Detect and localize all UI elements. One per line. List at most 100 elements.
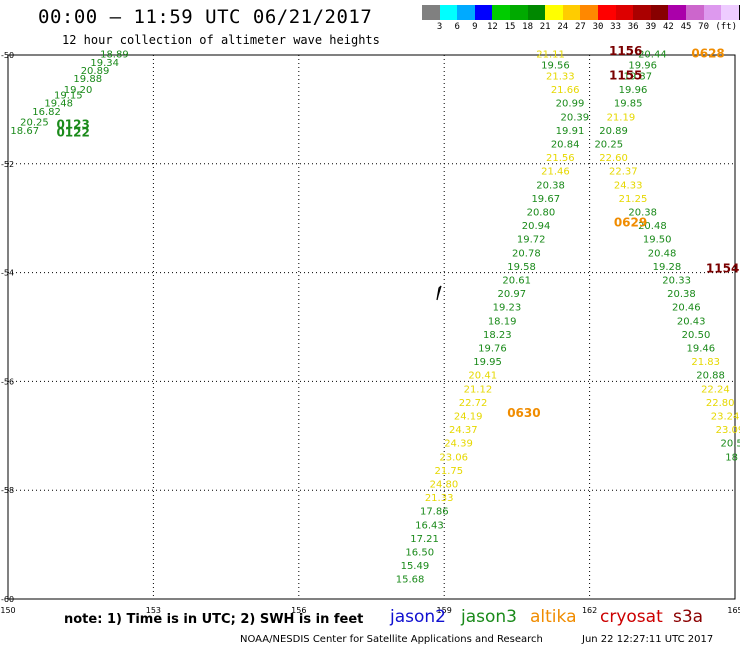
colorbar-swatch: [738, 5, 740, 20]
colorbar-swatch: [615, 5, 634, 20]
wave-height-value: 19.96: [619, 85, 648, 96]
wave-height-value: 20.43: [677, 316, 706, 327]
colorbar-swatch: [474, 5, 493, 20]
wave-height-value: 22.60: [599, 153, 628, 164]
colorbar-swatch: [668, 5, 686, 20]
wave-height-value: 19.20: [64, 85, 93, 96]
wave-height-value: 19.85: [614, 99, 643, 110]
lat-tick-label: -60: [1, 595, 14, 604]
wave-height-value: 16.50: [405, 547, 434, 558]
wave-height-value: 20.89: [81, 66, 110, 77]
wave-height-value: 19.46: [687, 343, 716, 354]
wave-height-value: 19.95: [473, 357, 502, 368]
colorbar-swatch: [597, 5, 616, 20]
colorbar: [422, 5, 740, 20]
map-subtitle: 12 hour collection of altimeter wave hei…: [62, 33, 380, 47]
colorbar-unit: (ft): [715, 22, 738, 32]
wave-height-value: 21.56: [546, 153, 575, 164]
colorbar-label: 36: [627, 22, 639, 32]
wave-height-value: 21.83: [691, 357, 720, 368]
wave-height-value: 20.89: [599, 126, 628, 137]
pass-time-label: 1156: [609, 44, 642, 58]
wave-height-value: 18.89: [100, 50, 129, 61]
colorbar-swatch: [685, 5, 704, 20]
colorbar-swatch: [721, 5, 739, 20]
wave-height-value: 17.86: [420, 507, 449, 518]
wave-height-value: 20.84: [551, 139, 580, 150]
wave-height-value: 18: [725, 452, 738, 463]
lon-tick-label: 150: [0, 606, 15, 615]
wave-height-value: 22.24: [701, 384, 730, 395]
lat-tick-label: -54: [1, 269, 14, 278]
colorbar-swatch: [650, 5, 669, 20]
wave-height-value: 19.96: [628, 61, 657, 72]
colorbar-label: 33: [610, 22, 622, 32]
wave-height-value: 20.41: [468, 371, 497, 382]
wave-height-value: 20.38: [628, 207, 657, 218]
wave-height-value: 22.80: [706, 398, 735, 409]
pass-time-label: 0630: [507, 406, 540, 420]
wave-height-value: 15.68: [396, 575, 425, 586]
wave-height-value: 20.78: [512, 248, 541, 259]
colorbar-label: 45: [680, 22, 692, 32]
map-frame: [7, 54, 736, 600]
wave-height-value: 20.48: [648, 248, 677, 259]
wave-height-value: 21.33: [425, 493, 454, 504]
credit-text: NOAA/NESDIS Center for Satellite Applica…: [240, 634, 543, 645]
wave-height-value: 19.72: [517, 235, 546, 246]
wave-height-value: 21.66: [551, 85, 580, 96]
wave-height-value: 23.24: [711, 411, 740, 422]
lat-tick-label: -52: [1, 160, 14, 169]
wave-height-value: 22.37: [609, 167, 638, 178]
pass-time-label: 0628: [691, 47, 724, 61]
pass-time-label: 1155: [609, 68, 642, 82]
satellite-legend-jason3: jason3: [461, 607, 517, 627]
colorbar-label: 3: [436, 22, 443, 32]
wave-height-value: 16.82: [32, 107, 61, 118]
wave-height-value: 21.46: [541, 167, 570, 178]
wave-height-value: 18.67: [10, 126, 39, 137]
wave-height-value: 24.33: [614, 180, 643, 191]
wave-height-value: 20.38: [667, 289, 696, 300]
wave-height-value: 20.88: [696, 371, 725, 382]
wave-height-value: 20.25: [594, 139, 623, 150]
wave-height-value: 22.72: [459, 398, 488, 409]
wave-height-value: 20.5: [720, 439, 740, 450]
colorbar-labels: 3 6 9 12 15 18 21 24 27 30 33 36 39 42 45 70 (ft): [422, 22, 740, 34]
colorbar-swatch: [545, 5, 563, 20]
wave-height-value: 21.25: [619, 194, 648, 205]
wave-height-value: 24.19: [454, 411, 483, 422]
lat-tick-label: -56: [1, 377, 14, 386]
wave-height-value: 21.19: [607, 112, 636, 123]
wave-height-value: 20.97: [498, 289, 527, 300]
wave-height-value: 16.43: [415, 520, 444, 531]
wave-height-value: 19.67: [531, 194, 560, 205]
map-title: 00:00 – 11:59 UTC 06/21/2017: [38, 6, 373, 28]
colorbar-label: 18: [522, 22, 534, 32]
footer-note: note: 1) Time is in UTC; 2) SWH is in fe…: [64, 612, 364, 627]
colorbar-label: 21: [539, 22, 551, 32]
wave-height-value: 20.94: [522, 221, 551, 232]
colorbar-label: 15: [504, 22, 516, 32]
wave-height-value: 20.33: [662, 275, 691, 286]
lon-tick-label: 156: [291, 606, 306, 615]
wave-height-value: 19.56: [541, 61, 570, 72]
colorbar-swatch: [527, 5, 546, 20]
wave-height-value: 19.15: [54, 91, 83, 102]
colorbar-label: 12: [486, 22, 498, 32]
wave-height-value: 19.58: [507, 262, 536, 273]
colorbar-label: 24: [557, 22, 569, 32]
wave-height-value: 19.50: [643, 235, 672, 246]
wave-height-value: 19.37: [624, 71, 653, 82]
wave-height-value: 20.61: [502, 275, 531, 286]
satellite-legend-jason2: jason2: [390, 607, 446, 627]
wave-height-value: 20.50: [682, 330, 711, 341]
colorbar-swatch: [422, 5, 440, 20]
wave-height-value: 24.39: [444, 439, 473, 450]
wave-height-value: 18.19: [488, 316, 517, 327]
colorbar-swatch: [562, 5, 581, 20]
satellite-legend-cryosat: cryosat: [600, 607, 663, 627]
lon-tick-label: 162: [582, 606, 597, 615]
colorbar-swatch: [457, 5, 475, 20]
wave-height-value: 20.38: [536, 180, 565, 191]
